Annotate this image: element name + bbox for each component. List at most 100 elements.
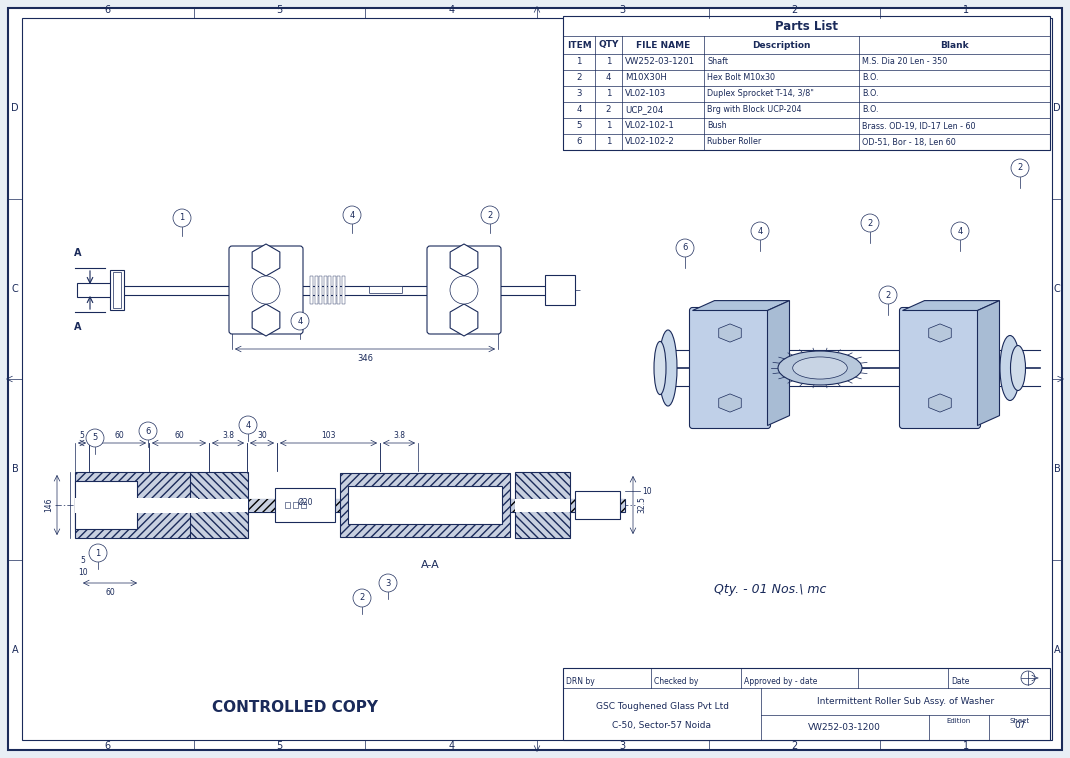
Text: VL02-102-1: VL02-102-1 (625, 121, 675, 130)
Text: 5: 5 (79, 431, 85, 440)
Text: Qty. - 01 Nos.\ mc: Qty. - 01 Nos.\ mc (714, 584, 826, 597)
Circle shape (861, 214, 878, 232)
Text: M.S. Dia 20 Len - 350: M.S. Dia 20 Len - 350 (862, 58, 947, 67)
Bar (75, 497, 198, 512)
Text: Brg with Block UCP-204: Brg with Block UCP-204 (707, 105, 801, 114)
Text: 1: 1 (180, 214, 185, 223)
Text: 6: 6 (105, 741, 111, 751)
Text: FILE NAME: FILE NAME (636, 40, 690, 49)
Circle shape (676, 239, 694, 257)
Text: 5: 5 (276, 741, 282, 751)
Text: 4: 4 (606, 74, 611, 83)
Polygon shape (929, 394, 951, 412)
Text: 2: 2 (1018, 164, 1023, 173)
Text: ITEM: ITEM (567, 40, 592, 49)
Circle shape (878, 286, 897, 304)
Bar (113, 272, 121, 308)
Text: Bush: Bush (707, 121, 727, 130)
Text: 2: 2 (868, 218, 873, 227)
FancyBboxPatch shape (689, 308, 770, 428)
Circle shape (173, 209, 192, 227)
Circle shape (89, 544, 107, 562)
Text: Hex Bolt M10x30: Hex Bolt M10x30 (707, 74, 775, 83)
Bar (110, 270, 124, 310)
Text: A: A (74, 322, 81, 332)
Bar (563, 16, 1050, 150)
Polygon shape (719, 394, 742, 412)
Bar (50, 203, 580, 368)
Circle shape (343, 206, 361, 224)
Text: 1: 1 (577, 58, 582, 67)
Bar (315, 276, 318, 304)
Text: 6: 6 (146, 427, 151, 436)
Text: Rubber Roller: Rubber Roller (707, 137, 761, 146)
Text: 10: 10 (78, 568, 88, 577)
Bar (340, 499, 510, 512)
Text: 4: 4 (350, 211, 354, 220)
Text: Date: Date (951, 677, 969, 686)
Text: 5: 5 (80, 556, 86, 565)
Polygon shape (929, 324, 951, 342)
Polygon shape (902, 301, 999, 311)
Bar (333, 276, 336, 304)
Text: 4: 4 (448, 5, 455, 15)
Text: A: A (74, 248, 81, 258)
Text: GSC Toughened Glass Pvt Ltd: GSC Toughened Glass Pvt Ltd (596, 702, 729, 711)
Text: B: B (1054, 464, 1060, 475)
Text: 2: 2 (360, 594, 365, 603)
Bar (319, 276, 322, 304)
Text: 60: 60 (105, 588, 114, 597)
Text: 3: 3 (385, 578, 391, 587)
Ellipse shape (793, 357, 847, 379)
Circle shape (139, 422, 157, 440)
Text: 2: 2 (487, 211, 492, 220)
Bar (575, 491, 620, 519)
Bar (77, 283, 120, 297)
Text: M10X30H: M10X30H (625, 74, 667, 83)
Text: OD-51, Bor - 18, Len 60: OD-51, Bor - 18, Len 60 (862, 137, 956, 146)
Polygon shape (450, 244, 478, 276)
Bar (301, 502, 306, 508)
Bar (328, 276, 331, 304)
Polygon shape (450, 304, 478, 336)
Text: A: A (1054, 645, 1060, 655)
Ellipse shape (654, 341, 666, 395)
Text: 5: 5 (276, 5, 282, 15)
Text: C-50, Sector-57 Noida: C-50, Sector-57 Noida (612, 721, 712, 730)
Bar (340, 473, 510, 537)
Bar (348, 486, 502, 524)
Text: Ø20: Ø20 (297, 497, 312, 506)
Text: B.O.: B.O. (862, 74, 878, 83)
Bar (190, 499, 248, 512)
Circle shape (482, 206, 499, 224)
Text: 1: 1 (606, 121, 611, 130)
Polygon shape (719, 324, 742, 342)
Text: D: D (11, 103, 19, 113)
Text: VW252-03-1200: VW252-03-1200 (808, 723, 882, 732)
Bar (75, 499, 625, 512)
Text: 346: 346 (357, 354, 373, 363)
Text: Parts List: Parts List (775, 20, 838, 33)
Polygon shape (253, 304, 280, 336)
Bar (563, 668, 1050, 740)
Text: 2: 2 (792, 741, 797, 751)
Circle shape (1021, 671, 1035, 685)
Text: DRN by: DRN by (566, 677, 595, 686)
Text: 1: 1 (606, 89, 611, 99)
FancyBboxPatch shape (229, 246, 303, 334)
Circle shape (951, 222, 969, 240)
Bar (293, 502, 299, 508)
Text: 60: 60 (174, 431, 184, 440)
Text: 5: 5 (92, 434, 97, 443)
Circle shape (379, 574, 397, 592)
FancyBboxPatch shape (369, 287, 402, 293)
Text: 6: 6 (105, 5, 111, 15)
Polygon shape (253, 244, 280, 276)
Text: 2: 2 (885, 290, 890, 299)
Circle shape (291, 312, 309, 330)
Text: A-A: A-A (421, 560, 440, 570)
Text: 3.8: 3.8 (221, 431, 234, 440)
Text: 3.8: 3.8 (393, 431, 406, 440)
Text: 2: 2 (792, 5, 797, 15)
Text: C: C (1054, 283, 1060, 294)
